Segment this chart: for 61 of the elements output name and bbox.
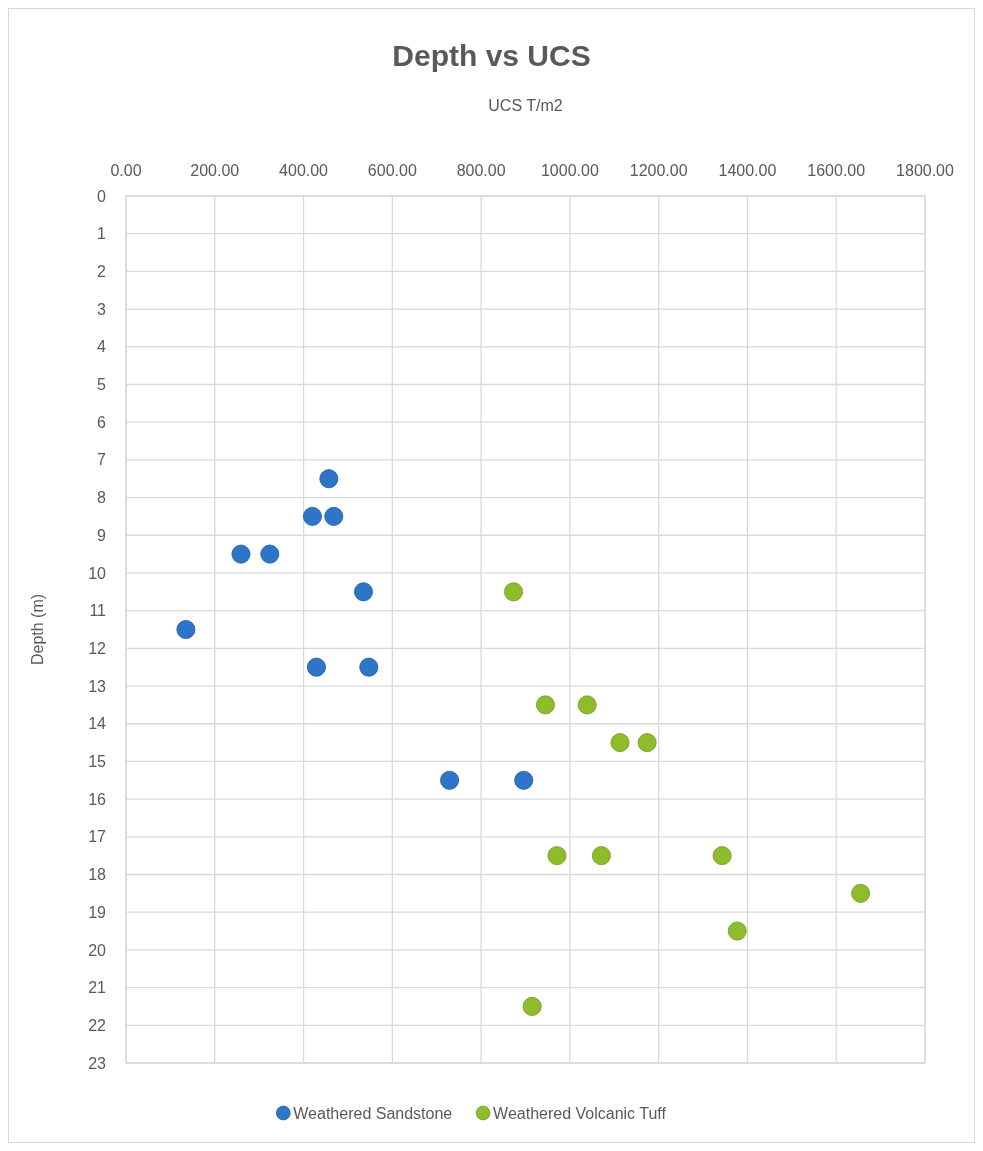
point bbox=[591, 846, 611, 866]
x-tick-label: 600.00 bbox=[367, 162, 417, 179]
point bbox=[260, 544, 280, 564]
point bbox=[522, 996, 542, 1016]
y-tick-label: 8 bbox=[97, 489, 107, 507]
y-tick-label: 17 bbox=[88, 828, 107, 846]
point bbox=[610, 733, 630, 753]
y-tick-label: 0 bbox=[97, 187, 107, 205]
x-axis-title: UCS T/m2 bbox=[488, 97, 563, 114]
point bbox=[577, 695, 597, 715]
y-tick-label: 9 bbox=[97, 526, 107, 544]
y-tick-label: 21 bbox=[88, 979, 107, 997]
y-tick-label: 20 bbox=[88, 941, 107, 959]
y-tick-label: 16 bbox=[88, 790, 107, 808]
y-tick-label: 6 bbox=[97, 413, 107, 431]
x-tick-label: 400.00 bbox=[279, 162, 329, 179]
point bbox=[547, 846, 567, 866]
point bbox=[359, 657, 379, 677]
y-tick-label: 10 bbox=[88, 564, 107, 582]
point bbox=[712, 846, 732, 866]
chart-title: Depth vs UCS bbox=[392, 39, 591, 72]
point bbox=[514, 770, 534, 790]
y-tick-label: 19 bbox=[88, 903, 107, 921]
x-tick-label: 1400.00 bbox=[718, 162, 777, 179]
y-tick-label: 22 bbox=[88, 1016, 107, 1034]
point bbox=[353, 582, 373, 602]
y-tick-label: 3 bbox=[97, 300, 107, 318]
y-tick-label: 1 bbox=[97, 225, 107, 243]
y-tick-label: 23 bbox=[88, 1054, 107, 1072]
point bbox=[727, 921, 747, 941]
x-tick-label: 800.00 bbox=[456, 162, 506, 179]
point bbox=[306, 657, 326, 677]
x-tick-label: 1800.00 bbox=[896, 162, 955, 179]
y-tick-label: 12 bbox=[88, 639, 107, 657]
x-tick-label: 1600.00 bbox=[807, 162, 866, 179]
point bbox=[504, 582, 524, 602]
point bbox=[176, 620, 196, 639]
x-tick-label: 1200.00 bbox=[629, 162, 688, 179]
y-tick-label: 18 bbox=[88, 866, 107, 884]
y-axis-title: Depth (m) bbox=[29, 593, 46, 666]
legend-label: Weathered Volcanic Tuff bbox=[493, 1104, 667, 1122]
x-tick-label: 200.00 bbox=[190, 162, 240, 179]
x-tick-label: 1000.00 bbox=[540, 162, 599, 179]
point bbox=[851, 883, 871, 903]
point bbox=[324, 506, 344, 526]
x-tick-label: 0.00 bbox=[110, 162, 142, 179]
point bbox=[319, 469, 339, 489]
point bbox=[535, 695, 555, 715]
y-tick-label: 4 bbox=[97, 338, 107, 356]
y-tick-label: 15 bbox=[88, 753, 107, 771]
y-tick-label: 13 bbox=[88, 677, 107, 695]
y-tick-label: 2 bbox=[97, 262, 107, 280]
point bbox=[440, 770, 460, 790]
point bbox=[231, 544, 251, 564]
y-tick-label: 11 bbox=[89, 602, 107, 620]
point bbox=[302, 506, 322, 526]
y-tick-label: 14 bbox=[88, 715, 107, 733]
y-tick-label: 7 bbox=[97, 451, 107, 469]
legend-label: Weathered Sandstone bbox=[293, 1104, 453, 1122]
point bbox=[637, 733, 657, 753]
y-tick-label: 5 bbox=[97, 376, 107, 394]
